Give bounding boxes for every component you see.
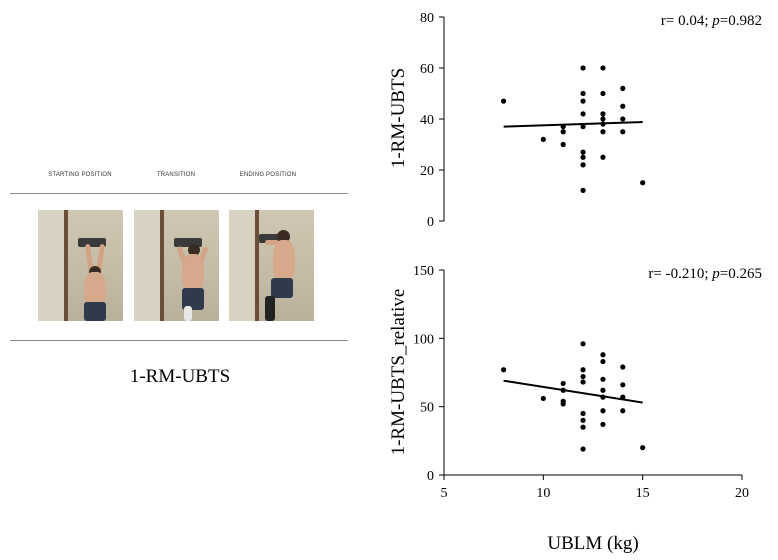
data-point bbox=[501, 367, 507, 373]
y-tick-label: 20 bbox=[420, 164, 434, 179]
data-point bbox=[580, 90, 586, 97]
data-point bbox=[580, 410, 586, 417]
y-tick-label: 50 bbox=[420, 401, 434, 416]
data-point bbox=[560, 401, 566, 407]
photo-starting-position bbox=[38, 210, 123, 321]
data-point bbox=[580, 446, 586, 452]
bottom-divider bbox=[10, 340, 348, 341]
data-point bbox=[620, 408, 626, 414]
data-point bbox=[600, 111, 606, 117]
data-point bbox=[600, 387, 606, 393]
chart-1rm-ubts-relative: 0 50 100 150 5 10 15 20 1-RM-UBTS_relative r= … bbox=[388, 264, 762, 554]
data-point bbox=[580, 98, 586, 104]
y-tick-label: 150 bbox=[413, 264, 434, 279]
data-point bbox=[620, 85, 626, 91]
x-tick-label: 5 bbox=[441, 486, 448, 501]
data-point bbox=[580, 417, 586, 423]
data-point bbox=[540, 136, 546, 142]
y-tick-label: 0 bbox=[427, 215, 434, 230]
data-point bbox=[600, 90, 606, 97]
illustration-caption: 1-RM-UBTS bbox=[129, 366, 231, 387]
y-tick-label: 0 bbox=[427, 469, 434, 484]
data-point bbox=[580, 379, 586, 385]
data-point bbox=[580, 149, 586, 155]
data-point bbox=[600, 358, 606, 365]
correlation-annotation: r= 0.04; p=0.982 bbox=[661, 13, 762, 29]
data-point bbox=[580, 154, 586, 160]
data-point bbox=[600, 352, 606, 358]
data-point bbox=[580, 162, 586, 168]
y-tick-label: 40 bbox=[420, 113, 434, 128]
y-tick-label: 100 bbox=[413, 332, 434, 347]
top-divider bbox=[10, 193, 348, 194]
data-point bbox=[580, 374, 586, 380]
data-point bbox=[600, 154, 606, 160]
phase-label-starting: STARTING POSITION bbox=[48, 172, 112, 178]
exercise-illustration-panel: STARTING POSITION TRANSITION ENDING POSI… bbox=[0, 0, 360, 560]
correlation-annotation: r= -0.210; p=0.265 bbox=[648, 266, 762, 282]
data-point bbox=[580, 124, 586, 130]
annotation-r-value: r= -0.210; bbox=[648, 266, 712, 282]
annotation-p-value: =0.982 bbox=[720, 13, 762, 29]
phase-label-transition: TRANSITION bbox=[156, 172, 196, 178]
regression-line bbox=[503, 121, 643, 128]
data-point bbox=[620, 129, 626, 135]
data-point bbox=[580, 367, 586, 373]
y-tick-label: 80 bbox=[420, 11, 434, 26]
data-point bbox=[600, 65, 606, 71]
photo-ending-position bbox=[229, 210, 314, 321]
x-tick-label: 20 bbox=[735, 486, 749, 501]
data-point bbox=[600, 129, 606, 135]
data-point bbox=[600, 116, 606, 122]
data-point bbox=[620, 103, 626, 109]
data-point bbox=[580, 111, 586, 117]
data-point bbox=[560, 380, 566, 387]
y-axis-label: 1-RM-UBTS bbox=[388, 68, 409, 168]
annotation-p-symbol: p bbox=[711, 13, 720, 29]
data-point bbox=[620, 364, 626, 370]
annotation-p-value: =0.265 bbox=[720, 266, 762, 282]
x-tick-label: 15 bbox=[636, 486, 650, 501]
data-point bbox=[580, 65, 586, 71]
data-point bbox=[600, 376, 606, 382]
data-point bbox=[580, 424, 586, 430]
data-point bbox=[580, 341, 586, 347]
annotation-r-value: r= 0.04; bbox=[661, 13, 712, 29]
data-point bbox=[580, 187, 586, 193]
y-axis-label: 1-RM-UBTS_relative bbox=[388, 289, 409, 456]
data-point bbox=[620, 116, 626, 122]
annotation-p-symbol: p bbox=[711, 266, 720, 282]
data-point bbox=[620, 382, 626, 388]
data-point bbox=[640, 180, 646, 186]
phase-label-ending: ENDING POSITION bbox=[239, 172, 297, 178]
data-point bbox=[600, 408, 606, 414]
data-point bbox=[540, 395, 546, 402]
regression-line bbox=[503, 379, 643, 404]
data-point bbox=[560, 129, 566, 135]
data-point bbox=[501, 98, 507, 104]
photo-transition bbox=[134, 210, 219, 321]
data-point bbox=[600, 421, 606, 428]
data-point bbox=[640, 445, 646, 451]
y-tick-label: 60 bbox=[420, 62, 434, 77]
data-point bbox=[560, 141, 566, 148]
chart-1rm-ubts: 0 20 40 60 80 1-RM-UBTS r= 0.04; p=0.982 bbox=[388, 11, 762, 230]
x-tick-label: 10 bbox=[536, 486, 550, 501]
x-axis-label: UBLM (kg) bbox=[547, 533, 638, 554]
